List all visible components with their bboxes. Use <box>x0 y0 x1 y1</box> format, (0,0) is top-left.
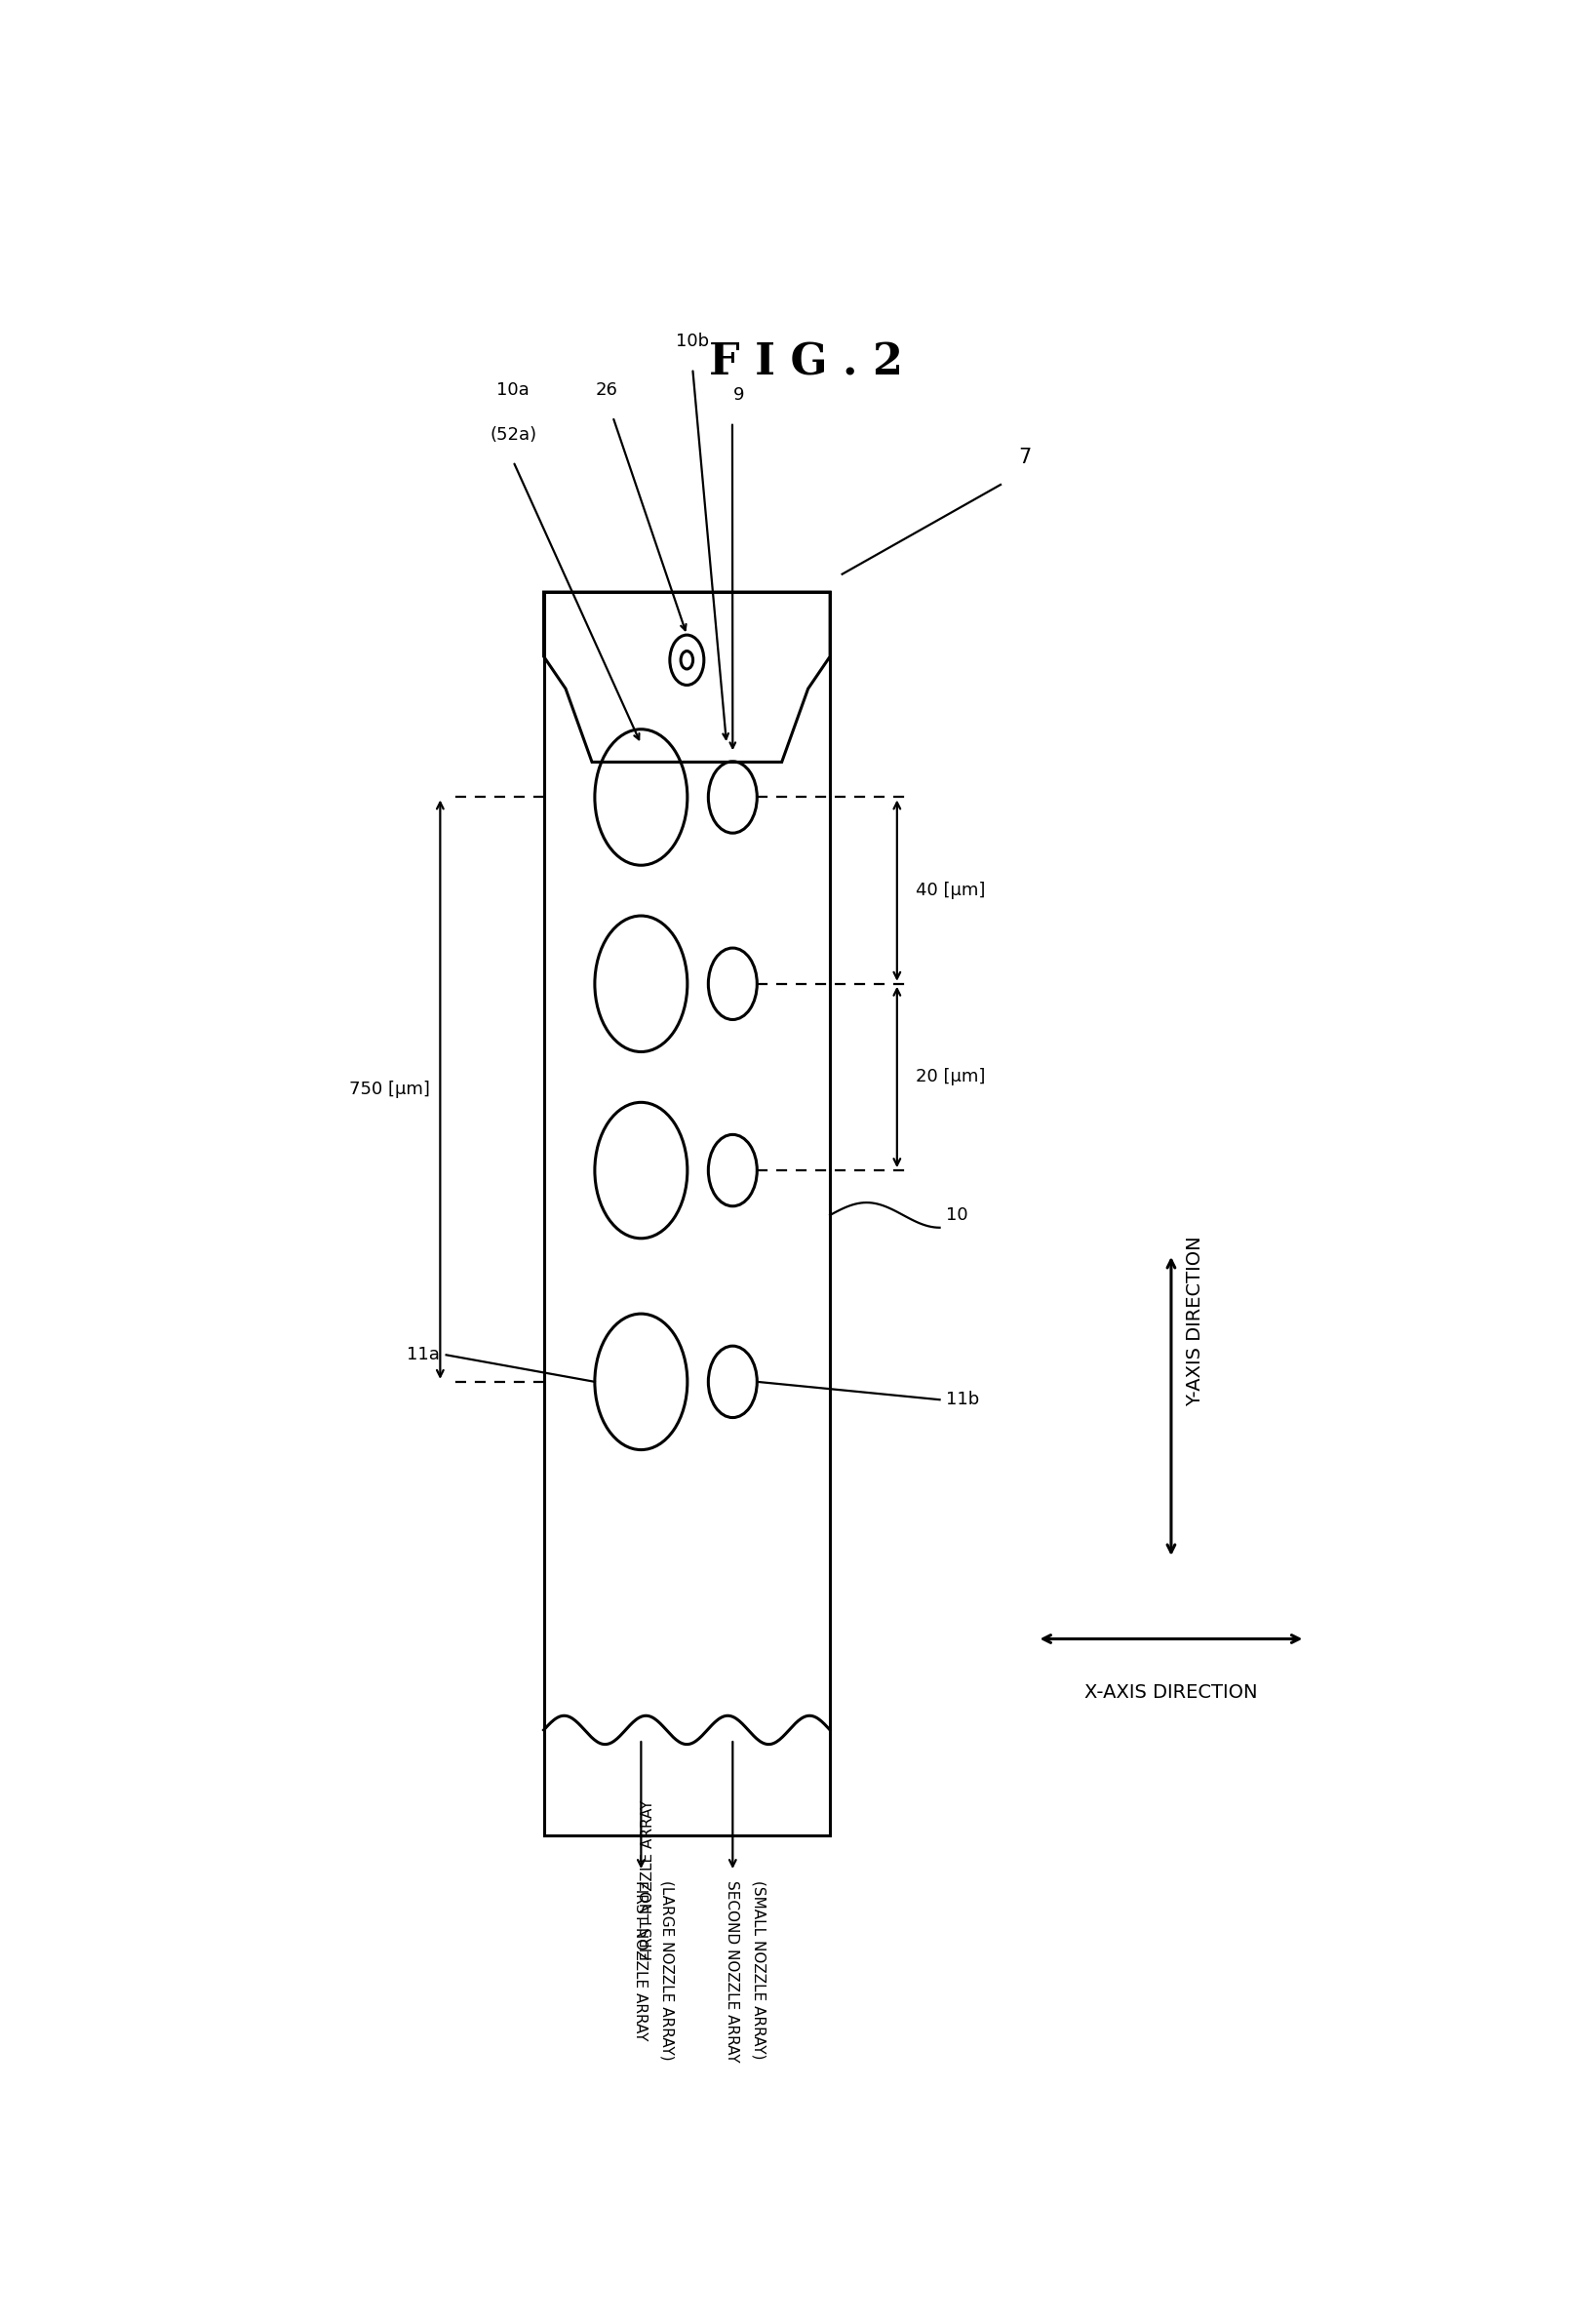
Text: 20 [μm]: 20 [μm] <box>915 1069 986 1085</box>
Text: (52a): (52a) <box>490 425 536 444</box>
Bar <box>544 593 830 1836</box>
Text: F I G . 2: F I G . 2 <box>709 342 902 383</box>
Text: 10: 10 <box>946 1206 968 1225</box>
Text: 26: 26 <box>596 381 618 400</box>
Text: 10a: 10a <box>497 381 530 400</box>
Text: 11b: 11b <box>946 1390 979 1408</box>
Text: 7: 7 <box>1019 449 1031 467</box>
Text: 40 [μm]: 40 [μm] <box>915 881 986 899</box>
Text: X-AXIS DIRECTION: X-AXIS DIRECTION <box>1085 1683 1258 1701</box>
Text: 10b: 10b <box>676 332 709 351</box>
Text: 9: 9 <box>733 386 744 404</box>
Text: Y-AXIS DIRECTION: Y-AXIS DIRECTION <box>1187 1236 1204 1406</box>
Text: (SMALL NOZZLE ARRAY): (SMALL NOZZLE ARRAY) <box>751 1880 766 2059</box>
Text: (LARGE NOZZLE ARRAY): (LARGE NOZZLE ARRAY) <box>659 1880 674 2061</box>
Text: FIRST NOZZLE ARRAY: FIRST NOZZLE ARRAY <box>641 1801 656 1961</box>
Text: SECOND NOZZLE ARRAY: SECOND NOZZLE ARRAY <box>725 1880 739 2061</box>
Text: 750 [μm]: 750 [μm] <box>349 1081 431 1099</box>
Text: FIRST NOZZLE ARRAY: FIRST NOZZLE ARRAY <box>632 1880 648 2040</box>
Text: 11a: 11a <box>407 1346 440 1364</box>
